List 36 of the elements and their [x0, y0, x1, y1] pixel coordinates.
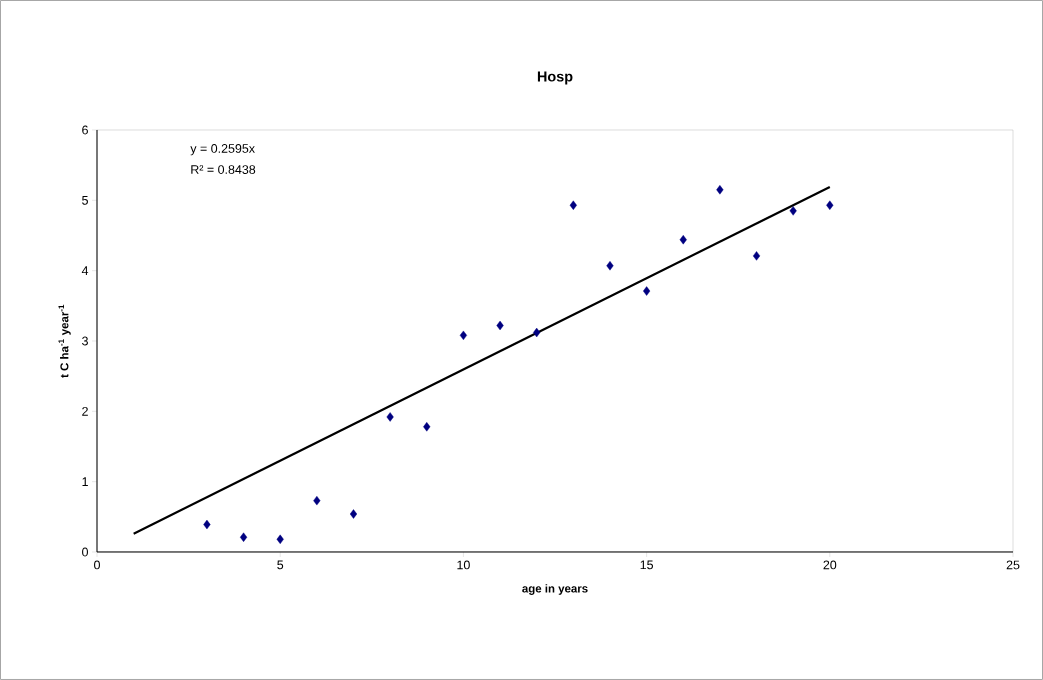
y-tick-label: 2 [82, 406, 88, 416]
point [386, 412, 394, 422]
y-tick-label: 0 [82, 547, 88, 557]
annotation: y = 0.2595x [190, 144, 255, 156]
y-tick-label: 1 [82, 477, 88, 486]
point [349, 509, 358, 519]
y-tick-label: 4 [81, 266, 89, 275]
chart-title: Hosp [537, 71, 573, 85]
point [496, 320, 504, 331]
x-tick-label: 15 [640, 560, 654, 570]
x-axis-title: age in years [522, 584, 588, 595]
x-tick-label: 0 [94, 560, 100, 570]
point [203, 519, 211, 530]
y-tick-label: 6 [82, 125, 88, 135]
point [423, 422, 431, 432]
point [569, 200, 577, 210]
point [679, 235, 687, 245]
point [643, 286, 651, 296]
point [752, 251, 761, 261]
annotation: R² = 0.8438 [191, 165, 256, 174]
point [826, 200, 834, 210]
point [716, 185, 724, 195]
point [606, 261, 614, 271]
point [789, 206, 797, 216]
y-tick-label: 5 [82, 195, 88, 205]
point [240, 532, 248, 542]
y-tick-label: 3 [82, 336, 88, 346]
point [276, 534, 284, 545]
x-tick-label: 20 [823, 560, 837, 570]
x-tick-label: 10 [457, 560, 470, 570]
y-axis-title: t C ha$^{-1}$ year$^{-1}$ [58, 304, 71, 378]
x-tick-label: 5 [277, 560, 284, 570]
point [533, 327, 541, 338]
point [459, 330, 467, 341]
x-tick-label: 25 [1006, 560, 1020, 570]
point [313, 495, 321, 506]
